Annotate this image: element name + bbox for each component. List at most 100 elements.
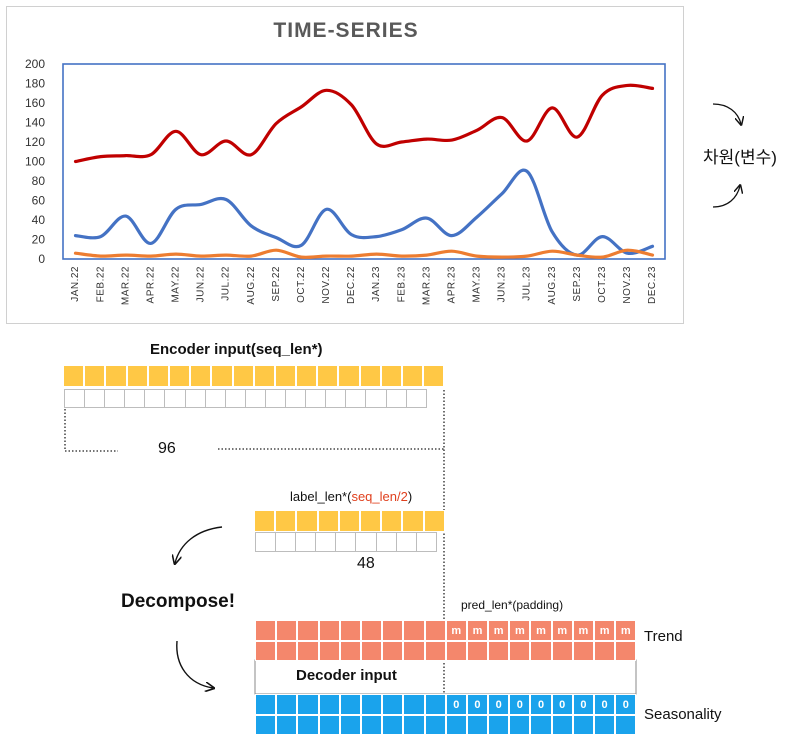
grid-cell (126, 365, 148, 387)
grid-cell (339, 715, 361, 735)
curved-arrow-top (712, 103, 741, 124)
padding-cell: m (615, 620, 637, 641)
decompose-arrow-bottom (176, 640, 213, 688)
grid-cell (445, 715, 467, 735)
padding-symbol: 0 (580, 698, 587, 711)
grid-cell (318, 694, 340, 715)
padding-symbol: 0 (559, 698, 566, 711)
grid-cell (403, 620, 425, 641)
grid-cell-empty (204, 389, 226, 408)
padding-cell: 0 (615, 694, 637, 715)
y-tick-label: 120 (25, 135, 45, 149)
padding-symbol: m (578, 624, 589, 637)
grid-cell-empty (124, 389, 146, 408)
x-tick-label: SEP.23 (572, 266, 583, 302)
decompose-arrow-top (175, 526, 223, 563)
x-tick-label: MAR.22 (120, 266, 131, 305)
grid-cell (402, 365, 424, 387)
y-tick-label: 60 (32, 194, 46, 208)
grid-cell (360, 641, 383, 661)
dimension-label: 차원(변수) (703, 148, 777, 167)
seasonality-row-1: 0 0 0 0 0 0 0 0 0 (255, 694, 637, 715)
padding-cell: m (594, 620, 616, 641)
grid-cell-empty (385, 389, 407, 408)
encoder-title: Encoder input(seq_len*) (150, 341, 323, 358)
grid-cell-empty (375, 532, 397, 552)
label-len-prefix: label_len*( (290, 489, 352, 504)
padding-cell: m (488, 620, 510, 641)
grid-cell-empty (285, 389, 307, 408)
x-tick-label: JUN.22 (196, 266, 207, 302)
grid-cell (297, 715, 319, 735)
padding-cell: 0 (572, 694, 594, 715)
time-series-chart: 0 20 40 60 80 100 120 140 160 180 200 JAN.22 FEB.22 M… (25, 57, 666, 305)
padding-cell: m (572, 620, 594, 641)
grid-cell (509, 715, 531, 735)
padding-symbol: 0 (495, 698, 502, 711)
padding-symbol: m (620, 624, 631, 637)
grid-cell (276, 641, 298, 661)
grid-cell (276, 715, 298, 735)
grid-cell (594, 641, 616, 661)
grid-cell-empty (415, 532, 437, 552)
grid-cell-empty (224, 389, 246, 408)
padding-symbol: 0 (516, 698, 523, 711)
grid-cell (190, 365, 212, 387)
grid-cell (615, 715, 637, 735)
grid-cell (168, 365, 191, 387)
padding-symbol: 0 (453, 698, 460, 711)
grid-cell (232, 365, 254, 387)
grid-cell (551, 715, 573, 735)
grid-cell (445, 641, 467, 661)
grid-cell (339, 694, 361, 715)
padding-symbol: m (557, 624, 568, 637)
grid-cell-empty (335, 532, 357, 552)
grid-cell (594, 715, 616, 735)
grid-cell-empty (104, 389, 126, 408)
x-tick-label: MAY.23 (472, 266, 483, 303)
grid-cell (339, 620, 361, 641)
y-tick-label: 80 (32, 174, 46, 188)
grid-cell (403, 694, 425, 715)
grid-cell (615, 641, 637, 661)
grid-cell (382, 641, 404, 661)
grid-cell (297, 641, 319, 661)
grid-cell (338, 365, 360, 387)
grid-cell-empty (315, 532, 337, 552)
grid-cell (338, 510, 360, 532)
grid-cell (488, 641, 510, 661)
grid-cell (424, 694, 446, 715)
encoder-yellow-row (63, 365, 445, 387)
x-tick-label: MAR.23 (421, 266, 432, 305)
padding-symbol: m (514, 624, 525, 637)
chart-title: TIME-SERIES (273, 19, 419, 42)
grid-cell (359, 510, 382, 532)
padding-symbol: 0 (537, 698, 545, 711)
x-tick-label: JUN.23 (497, 266, 508, 302)
grid-cell (317, 365, 339, 387)
x-tick-label: APR.23 (446, 266, 457, 303)
encoder-white-row (64, 389, 427, 408)
padding-cell: 0 (488, 694, 510, 715)
grid-cell (359, 365, 381, 387)
grid-cell (424, 641, 446, 661)
x-tick-label: AUG.22 (246, 266, 257, 305)
grid-cell (275, 510, 297, 532)
x-tick-label: JUL.23 (522, 266, 533, 301)
grid-cell (318, 715, 340, 735)
series-line-red (73, 83, 655, 164)
grid-cell (424, 715, 446, 735)
grid-cell-empty (295, 532, 317, 552)
grid-cell (317, 510, 339, 532)
y-tick-label: 0 (38, 252, 45, 266)
grid-cell (297, 620, 319, 641)
grid-cell-empty (264, 389, 287, 408)
grid-cell-empty (365, 389, 387, 408)
padding-symbol: m (451, 624, 462, 637)
x-tick-label: APR.22 (145, 266, 156, 303)
plot-area-border (62, 63, 666, 260)
grid-cell (297, 694, 319, 715)
grid-cell (509, 641, 531, 661)
padding-symbol: m (536, 624, 546, 637)
grid-cell (254, 510, 276, 532)
